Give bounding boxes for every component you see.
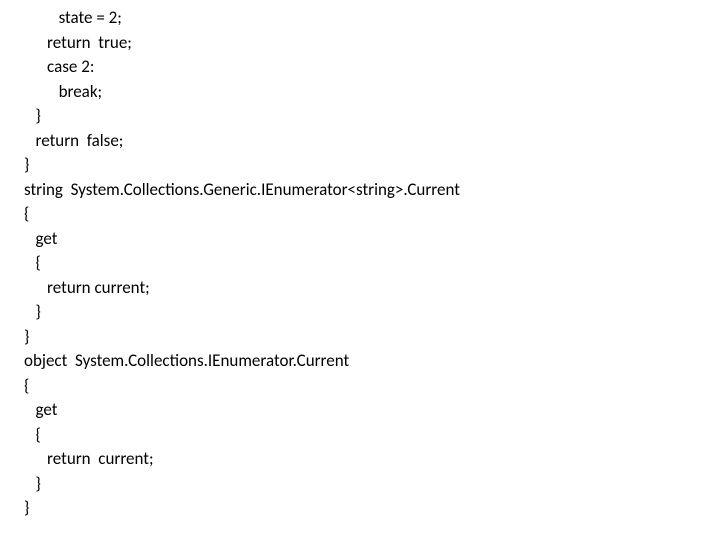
code-snippet: state = 2; return true; case 2: break; }…	[0, 0, 720, 527]
